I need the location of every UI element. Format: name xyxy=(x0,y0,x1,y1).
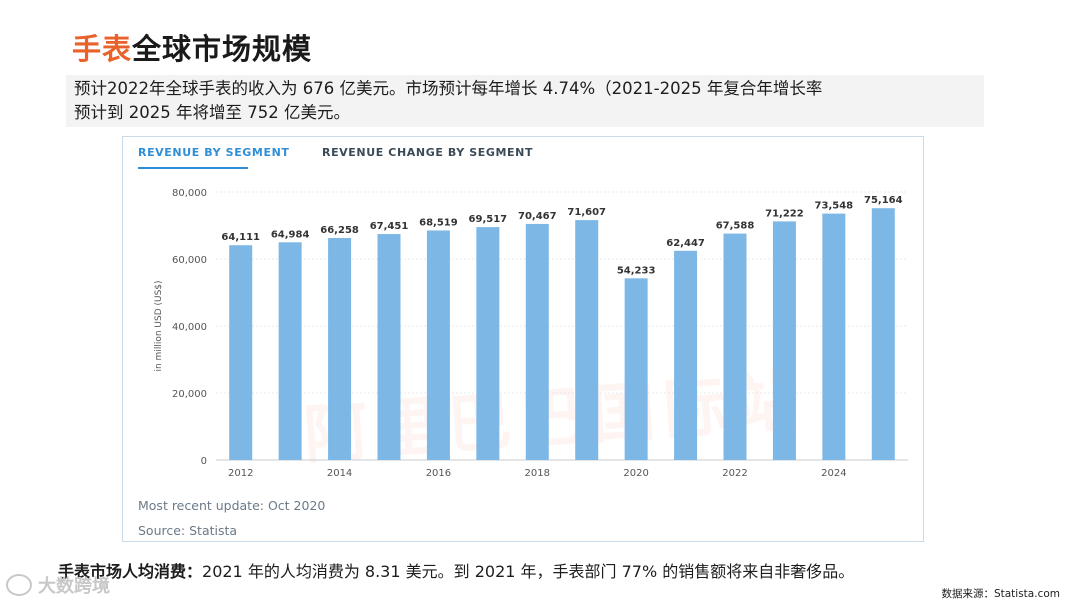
data-label: 54,233 xyxy=(617,265,656,276)
intro-line-2: 预计到 2025 年将增至 752 亿美元。 xyxy=(74,103,350,122)
tab-revenue-by-segment[interactable]: REVENUE BY SEGMENT xyxy=(138,146,290,159)
bar xyxy=(772,221,796,460)
tab-revenue-change-by-segment[interactable]: REVENUE CHANGE BY SEGMENT xyxy=(322,146,534,159)
data-label: 71,607 xyxy=(567,207,606,218)
bar xyxy=(426,230,450,460)
x-tick-label: 2022 xyxy=(722,468,747,479)
data-label: 66,258 xyxy=(320,225,359,236)
x-tick-label: 2024 xyxy=(821,468,846,479)
data-label: 64,111 xyxy=(221,232,260,243)
intro-line-1: 预计2022年全球手表的收入为 676 亿美元。市场预计每年增长 4.74%（2… xyxy=(74,79,823,98)
bar xyxy=(624,278,648,460)
x-tick-label: 2012 xyxy=(228,468,253,479)
bar xyxy=(278,242,302,460)
bar xyxy=(229,245,253,460)
source-note: Source: Statista xyxy=(138,523,238,538)
chart-card: 阿里巴巴国际站 REVENUE BY SEGMENT REVENUE CHANG… xyxy=(122,136,924,542)
bottom-note-lead: 手表市场人均消费： xyxy=(58,562,203,581)
page-title: 手表全球市场规模 xyxy=(72,26,312,68)
active-tab-indicator xyxy=(138,167,248,169)
bar xyxy=(822,213,846,460)
bottom-note: 手表市场人均消费：2021 年的人均消费为 8.31 美元。到 2021 年，手… xyxy=(58,558,854,582)
bar xyxy=(723,233,747,460)
bottom-note-text: 2021 年的人均消费为 8.31 美元。到 2021 年，手表部门 77% 的… xyxy=(202,562,855,581)
data-label: 67,588 xyxy=(716,221,755,232)
x-tick-label: 2016 xyxy=(426,468,451,479)
data-label: 71,222 xyxy=(765,208,804,219)
bar xyxy=(525,223,549,460)
data-label: 68,519 xyxy=(419,217,458,228)
bar xyxy=(871,208,895,460)
y-tick-label: 40,000 xyxy=(172,322,207,333)
title-accent: 手表 xyxy=(72,32,133,66)
y-tick-label: 20,000 xyxy=(172,389,207,400)
y-tick-label: 0 xyxy=(201,456,207,467)
data-label: 75,164 xyxy=(864,195,903,206)
data-label: 69,517 xyxy=(469,214,508,225)
bar xyxy=(377,234,401,460)
bar xyxy=(575,220,599,460)
x-tick-label: 2020 xyxy=(623,468,648,479)
bar xyxy=(476,227,500,460)
bar xyxy=(328,238,352,460)
data-label: 70,467 xyxy=(518,211,557,222)
y-tick-label: 60,000 xyxy=(172,255,207,266)
y-axis-label: in million USD (US$) xyxy=(154,280,164,371)
title-rest: 全球市场规模 xyxy=(132,32,313,66)
bar xyxy=(674,250,698,460)
data-label: 67,451 xyxy=(370,221,409,232)
data-label: 73,548 xyxy=(815,201,854,212)
data-label: 62,447 xyxy=(666,238,705,249)
data-label: 64,984 xyxy=(271,229,310,240)
update-note: Most recent update: Oct 2020 xyxy=(138,498,326,513)
logo-text: 大数跨境 xyxy=(38,576,110,597)
y-tick-label: 80,000 xyxy=(172,188,207,199)
intro-paragraph: 预计2022年全球手表的收入为 676 亿美元。市场预计每年增长 4.74%（2… xyxy=(66,75,984,127)
logo-icon xyxy=(6,574,32,596)
revenue-bar-chart: 0 20,000 40,000 60,000 80,000 in million USD … xyxy=(154,188,908,479)
brand-logo: 大数跨境 xyxy=(6,572,110,598)
data-source: 数据来源：Statista.com xyxy=(941,588,1060,600)
x-tick-label: 2018 xyxy=(525,468,550,479)
x-tick-label: 2014 xyxy=(327,468,352,479)
